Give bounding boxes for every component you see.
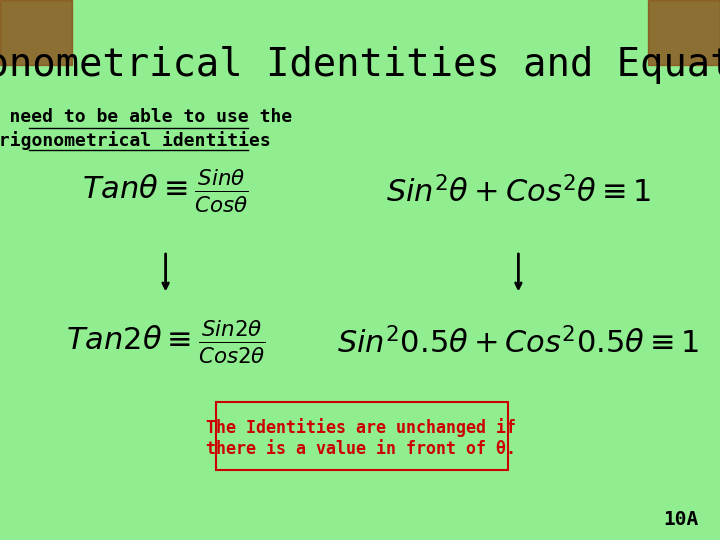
Text: $Tan\theta \equiv \frac{Sin\theta}{Cos\theta}$: $Tan\theta \equiv \frac{Sin\theta}{Cos\t… (82, 168, 249, 215)
Text: Trigonometrical Identities and Equations: Trigonometrical Identities and Equations (0, 46, 720, 84)
Text: $Tan2\theta \equiv \frac{Sin2\theta}{Cos2\theta}$: $Tan2\theta \equiv \frac{Sin2\theta}{Cos… (66, 319, 266, 367)
Text: The Identities are unchanged if: The Identities are unchanged if (207, 418, 516, 437)
Text: there is a value in front of θ.: there is a value in front of θ. (207, 440, 516, 458)
Text: Trigonometrical identities: Trigonometrical identities (0, 131, 271, 150)
Text: 10A: 10A (663, 510, 698, 529)
Text: $Sin^2 0.5\theta + Cos^2 0.5\theta \equiv 1$: $Sin^2 0.5\theta + Cos^2 0.5\theta \equi… (337, 327, 700, 359)
FancyBboxPatch shape (216, 402, 508, 470)
Text: You need to be able to use the: You need to be able to use the (0, 108, 293, 126)
Bar (648, 0, 720, 65)
Text: $Sin^2\theta + Cos^2\theta \equiv 1$: $Sin^2\theta + Cos^2\theta \equiv 1$ (386, 176, 651, 208)
Bar (0, 0, 72, 65)
